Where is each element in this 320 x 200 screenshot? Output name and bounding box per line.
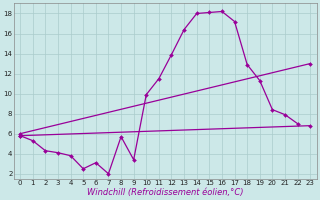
X-axis label: Windchill (Refroidissement éolien,°C): Windchill (Refroidissement éolien,°C) xyxy=(87,188,244,197)
